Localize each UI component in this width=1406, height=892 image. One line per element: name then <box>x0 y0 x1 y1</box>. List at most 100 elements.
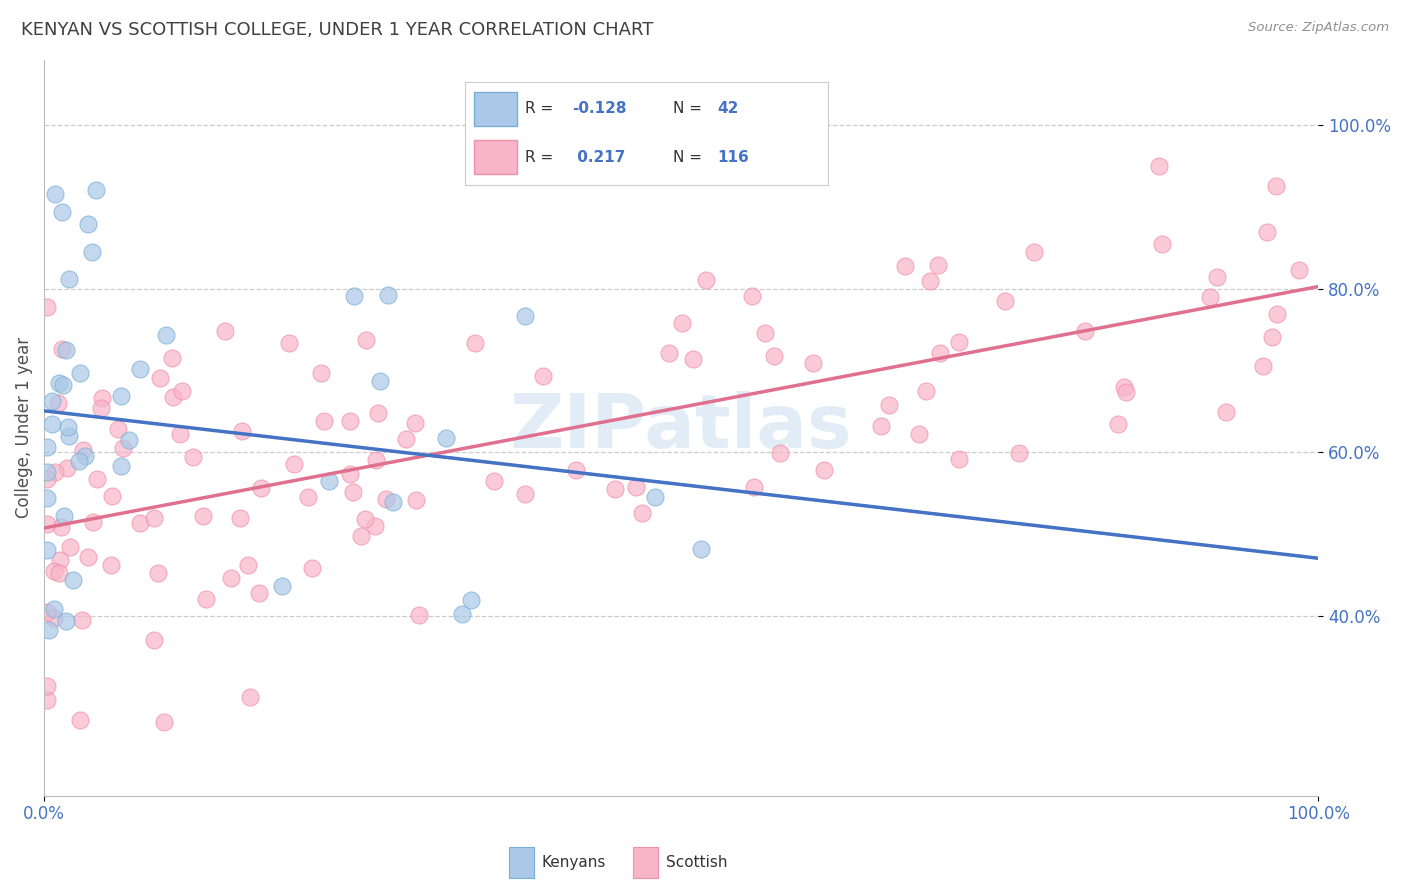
Point <box>170 384 193 399</box>
Point <box>77 217 100 231</box>
Point <box>38 624 60 638</box>
Point <box>62 574 84 588</box>
Point <box>278 335 301 350</box>
Point <box>73 449 96 463</box>
Point <box>84 184 107 198</box>
Point <box>44 465 66 479</box>
Point <box>682 352 704 367</box>
Point <box>1199 290 1222 304</box>
Point <box>41 417 63 431</box>
Point <box>368 374 391 388</box>
Point <box>928 346 950 360</box>
Point <box>377 288 399 302</box>
Point <box>195 592 218 607</box>
Point <box>155 327 177 342</box>
Point <box>229 511 252 525</box>
Point <box>239 690 262 705</box>
Point <box>1022 245 1045 260</box>
FancyBboxPatch shape <box>509 847 534 879</box>
Point <box>813 463 835 477</box>
Point <box>894 259 917 273</box>
Point <box>100 558 122 572</box>
Point <box>927 258 949 272</box>
Text: ZIPatlas: ZIPatlas <box>510 392 852 464</box>
Point <box>49 553 72 567</box>
Point <box>312 414 335 428</box>
Point <box>658 346 681 360</box>
Point <box>49 520 72 534</box>
Point <box>35 605 58 619</box>
Point <box>297 490 319 504</box>
Point <box>231 424 253 438</box>
Point <box>86 472 108 486</box>
Y-axis label: College, Under 1 year: College, Under 1 year <box>15 337 32 518</box>
Point <box>128 516 150 530</box>
Point <box>484 474 506 488</box>
Point <box>644 490 666 504</box>
Point <box>35 440 58 454</box>
Point <box>55 343 77 357</box>
Point <box>311 366 333 380</box>
Point <box>374 491 396 506</box>
Point <box>59 541 82 555</box>
Point <box>879 398 901 412</box>
Point <box>42 601 65 615</box>
Point <box>1147 159 1170 173</box>
Point <box>90 401 112 415</box>
Point <box>742 480 765 494</box>
Point <box>339 413 361 427</box>
Point <box>405 492 427 507</box>
Point <box>76 549 98 564</box>
Point <box>1265 178 1288 193</box>
Point <box>342 485 364 500</box>
Point <box>339 467 361 481</box>
Point <box>250 481 273 495</box>
Point <box>51 205 73 219</box>
Point <box>350 529 373 543</box>
Point <box>381 494 404 508</box>
Point <box>107 422 129 436</box>
Point <box>90 391 112 405</box>
Point <box>146 566 169 581</box>
Point <box>118 433 141 447</box>
Point <box>58 429 80 443</box>
Point <box>690 542 713 557</box>
Text: Source: ZipAtlas.com: Source: ZipAtlas.com <box>1249 21 1389 35</box>
Point <box>128 362 150 376</box>
Point <box>948 451 970 466</box>
Point <box>318 475 340 489</box>
Point <box>515 310 537 324</box>
Text: KENYAN VS SCOTTISH COLLEGE, UNDER 1 YEAR CORRELATION CHART: KENYAN VS SCOTTISH COLLEGE, UNDER 1 YEAR… <box>21 21 654 39</box>
Point <box>214 325 236 339</box>
Point <box>408 607 430 622</box>
Point <box>162 390 184 404</box>
Point <box>451 607 474 621</box>
FancyBboxPatch shape <box>633 847 658 879</box>
Point <box>1115 385 1137 400</box>
Point <box>247 586 270 600</box>
Point <box>56 419 79 434</box>
Point <box>531 368 554 383</box>
Point <box>41 393 63 408</box>
Point <box>353 512 375 526</box>
Point <box>1205 270 1227 285</box>
Point <box>343 289 366 303</box>
Point <box>56 460 79 475</box>
Point <box>44 187 66 202</box>
Point <box>55 615 77 629</box>
Point <box>1114 379 1136 393</box>
Point <box>1150 237 1173 252</box>
Point <box>160 351 183 365</box>
Point <box>948 334 970 349</box>
Point <box>35 516 58 531</box>
Point <box>1256 225 1278 239</box>
Point <box>356 333 378 347</box>
Point <box>82 244 104 259</box>
Point <box>69 714 91 728</box>
Point <box>630 506 652 520</box>
Point <box>101 489 124 503</box>
Point <box>801 356 824 370</box>
Point <box>1215 405 1237 419</box>
Point <box>464 335 486 350</box>
Point <box>434 431 457 445</box>
